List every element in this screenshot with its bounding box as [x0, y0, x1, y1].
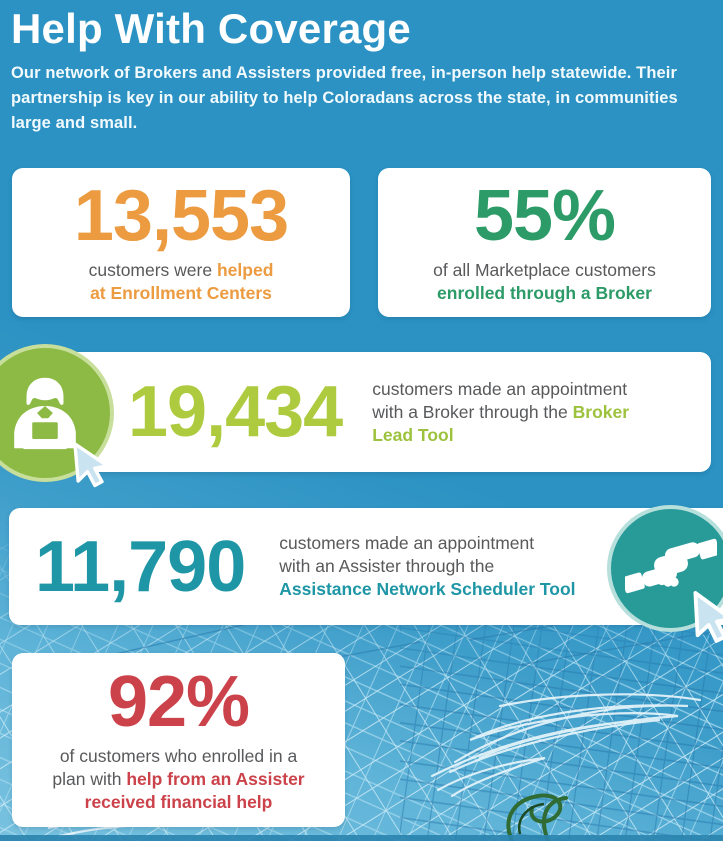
cursor-arrow-icon: [693, 591, 723, 643]
handshake-icon: [624, 538, 717, 593]
stat-description: of customers who enrolled in a plan with…: [52, 746, 305, 812]
stat-number: 19,434: [128, 372, 343, 452]
stat-card-broker-enrollment: 55% of all Marketplace customers enrolle…: [378, 168, 711, 317]
stat-number: 55%: [473, 176, 616, 256]
stat-description: customers made an appointment with a Bro…: [372, 378, 630, 445]
stat-description: customers made an appointment with an As…: [279, 533, 576, 599]
stat-card-financial-help: 92% of customers who enrolled in a plan …: [12, 653, 345, 827]
page-subtitle: Our network of Brokers and Assisters pro…: [11, 64, 678, 132]
cursor-arrow-icon: [73, 442, 110, 488]
page-title: Help With Coverage: [11, 5, 411, 52]
stat-number: 11,790: [35, 526, 246, 607]
stat-description: customers were helped at Enrollment Cent…: [88, 260, 274, 303]
stat-card-assistance-network: 11,790 customers made an appointment wit…: [9, 508, 723, 625]
stat-card-broker-lead-tool: 19,434 customers made an appointment wit…: [26, 352, 711, 472]
broker-at-laptop-icon: [14, 377, 76, 450]
stat-number: 13,553: [73, 176, 289, 256]
stat-number: 92%: [107, 662, 250, 742]
stat-description: of all Marketplace customers enrolled th…: [433, 260, 656, 303]
stat-card-enrollment-centers: 13,553 customers were helped at Enrollme…: [12, 168, 350, 317]
